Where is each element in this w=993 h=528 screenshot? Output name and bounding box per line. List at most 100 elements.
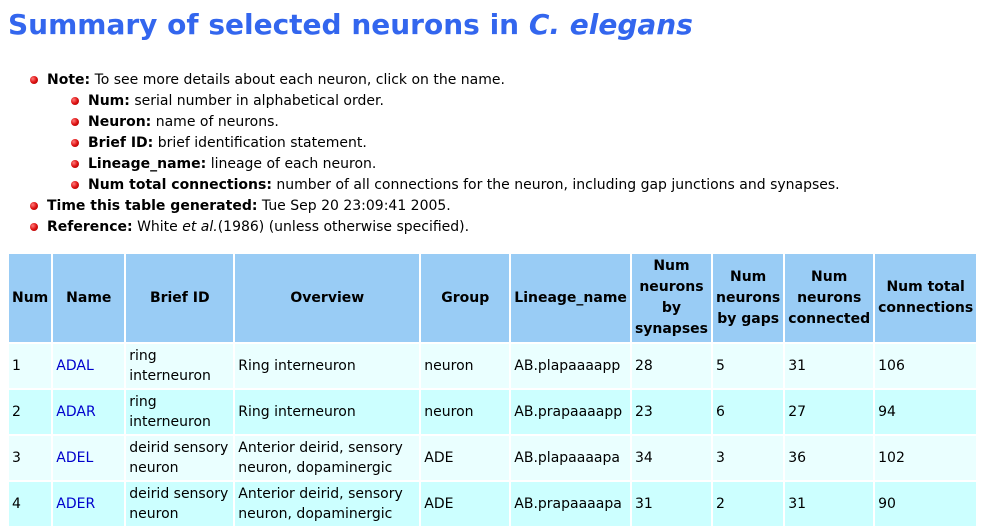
header-connected-line: Num [811,268,848,285]
page-title-prefix: Summary of selected neurons in [8,8,529,41]
cell-overview: Ring interneuron [235,390,420,434]
header-synapses-line: neurons [639,279,704,295]
note-sub-item-neuron: Neuron: name of neurons. [30,112,840,133]
note-sub-label: Num total connections: [88,177,272,193]
cell-brief-id: ring interneuron [126,390,234,434]
note-sub-text: brief identification statement. [153,135,367,151]
cell-name: ADER [53,482,125,526]
brief-line: neuron [129,460,179,476]
header-gaps-line: neurons [716,289,781,306]
cell-gaps: 2 [713,482,784,526]
cell-connected: 36 [785,436,874,480]
reference-text-em: et al. [182,219,218,235]
cell-num: 2 [9,390,52,434]
bullet-icon [71,118,79,126]
cell-group: neuron [421,344,510,388]
overview-line: Ring interneuron [238,358,356,374]
header-lineage: Lineage_name [511,254,630,342]
header-connected: Num neurons connected [785,254,874,342]
time-generated-item: Time this table generated: Tue Sep 20 23… [30,196,840,217]
header-synapses: Num neurons by synapses [631,254,711,342]
cell-name: ADEL [53,436,125,480]
cell-group: ADE [421,482,510,526]
cell-num: 1 [9,344,52,388]
time-label: Time this table generated: [47,198,258,214]
brief-line: deirid sensory [129,486,229,502]
cell-total: 102 [875,436,977,480]
neuron-link-adel[interactable]: ADEL [56,450,94,466]
cell-lineage: AB.prapaaaapp [511,390,630,434]
cell-gaps: 5 [713,344,784,388]
neuron-link-adar[interactable]: ADAR [56,404,96,420]
note-sub-label: Neuron: [88,114,152,130]
note-sub-item-brief-id: Brief ID: brief identification statement… [30,133,840,154]
header-overview: Overview [235,254,420,342]
bullet-icon [30,223,38,231]
cell-name: ADAR [53,390,125,434]
note-sub-text: number of all connections for the neuron… [271,177,840,193]
note-label: Note: [47,72,91,88]
table-header-row: Num Name Brief ID Overview Group Lineage… [9,254,977,342]
header-connected-line: connected [788,310,871,327]
cell-total: 94 [875,390,977,434]
header-gaps: Num neurons by gaps [713,254,784,342]
reference-label: Reference: [47,219,133,235]
note-sub-item-lineage: Lineage_name: lineage of each neuron. [30,154,840,175]
table-row: 2 ADAR ring interneuron Ring interneuron … [9,390,977,434]
neuron-link-adal[interactable]: ADAL [56,358,94,374]
header-synapses-line: Num [653,258,690,274]
cell-overview: Anterior deirid, sensory neuron, dopamine… [235,482,420,526]
header-num: Num [9,254,52,342]
cell-synapses: 31 [631,482,711,526]
bullet-icon [30,202,38,210]
note-sub-text: lineage of each neuron. [206,156,377,172]
note-sub-text: name of neurons. [151,114,279,130]
header-total: Num total connections [875,254,977,342]
header-total-line: Num total [886,279,965,295]
cell-brief-id: deirid sensory neuron [126,482,234,526]
brief-line: ring [129,348,157,364]
bullet-icon [71,181,79,189]
cell-synapses: 28 [631,344,711,388]
cell-total: 90 [875,482,977,526]
time-text: Tue Sep 20 23:09:41 2005. [257,198,451,214]
note-sub-item-num: Num: serial number in alphabetical order… [30,91,840,112]
cell-lineage: AB.plapaaaapa [511,436,630,480]
brief-line: neuron [129,506,179,522]
header-gaps-line: by gaps [717,310,780,327]
cell-group: neuron [421,390,510,434]
header-total-line: connections [878,300,974,316]
brief-line: ring [129,394,157,410]
cell-lineage: AB.plapaaaapp [511,344,630,388]
brief-line: deirid sensory [129,440,229,456]
neuron-link-ader[interactable]: ADER [56,496,96,512]
cell-overview: Anterior deirid, sensory neuron, dopamine… [235,436,420,480]
bullet-icon [71,97,79,105]
cell-name: ADAL [53,344,125,388]
note-sub-item-total: Num total connections: number of all con… [30,175,840,196]
note-sub-label: Lineage_name: [88,156,207,172]
header-gaps-line: Num [729,268,767,285]
brief-line: interneuron [129,414,211,430]
page-title-species: C. elegans [528,8,693,41]
brief-line: interneuron [129,368,211,384]
bullet-icon [71,139,79,147]
cell-connected: 31 [785,482,874,526]
overview-line: Anterior deirid, sensory [238,440,403,456]
cell-num: 4 [9,482,52,526]
note-sub-label: Brief ID: [88,135,154,151]
note-sub-text: serial number in alphabetical order. [129,93,384,109]
table-row: 1 ADAL ring interneuron Ring interneuron … [9,344,977,388]
bullet-icon [71,160,79,168]
cell-synapses: 23 [631,390,711,434]
cell-connected: 27 [785,390,874,434]
reference-text-a: White [132,219,183,235]
header-synapses-line: by [661,300,682,316]
cell-lineage: AB.prapaaaapa [511,482,630,526]
header-group: Group [421,254,510,342]
cell-total: 106 [875,344,977,388]
cell-group: ADE [421,436,510,480]
cell-synapses: 34 [631,436,711,480]
note-text: To see more details about each neuron, c… [90,72,505,88]
cell-connected: 31 [785,344,874,388]
